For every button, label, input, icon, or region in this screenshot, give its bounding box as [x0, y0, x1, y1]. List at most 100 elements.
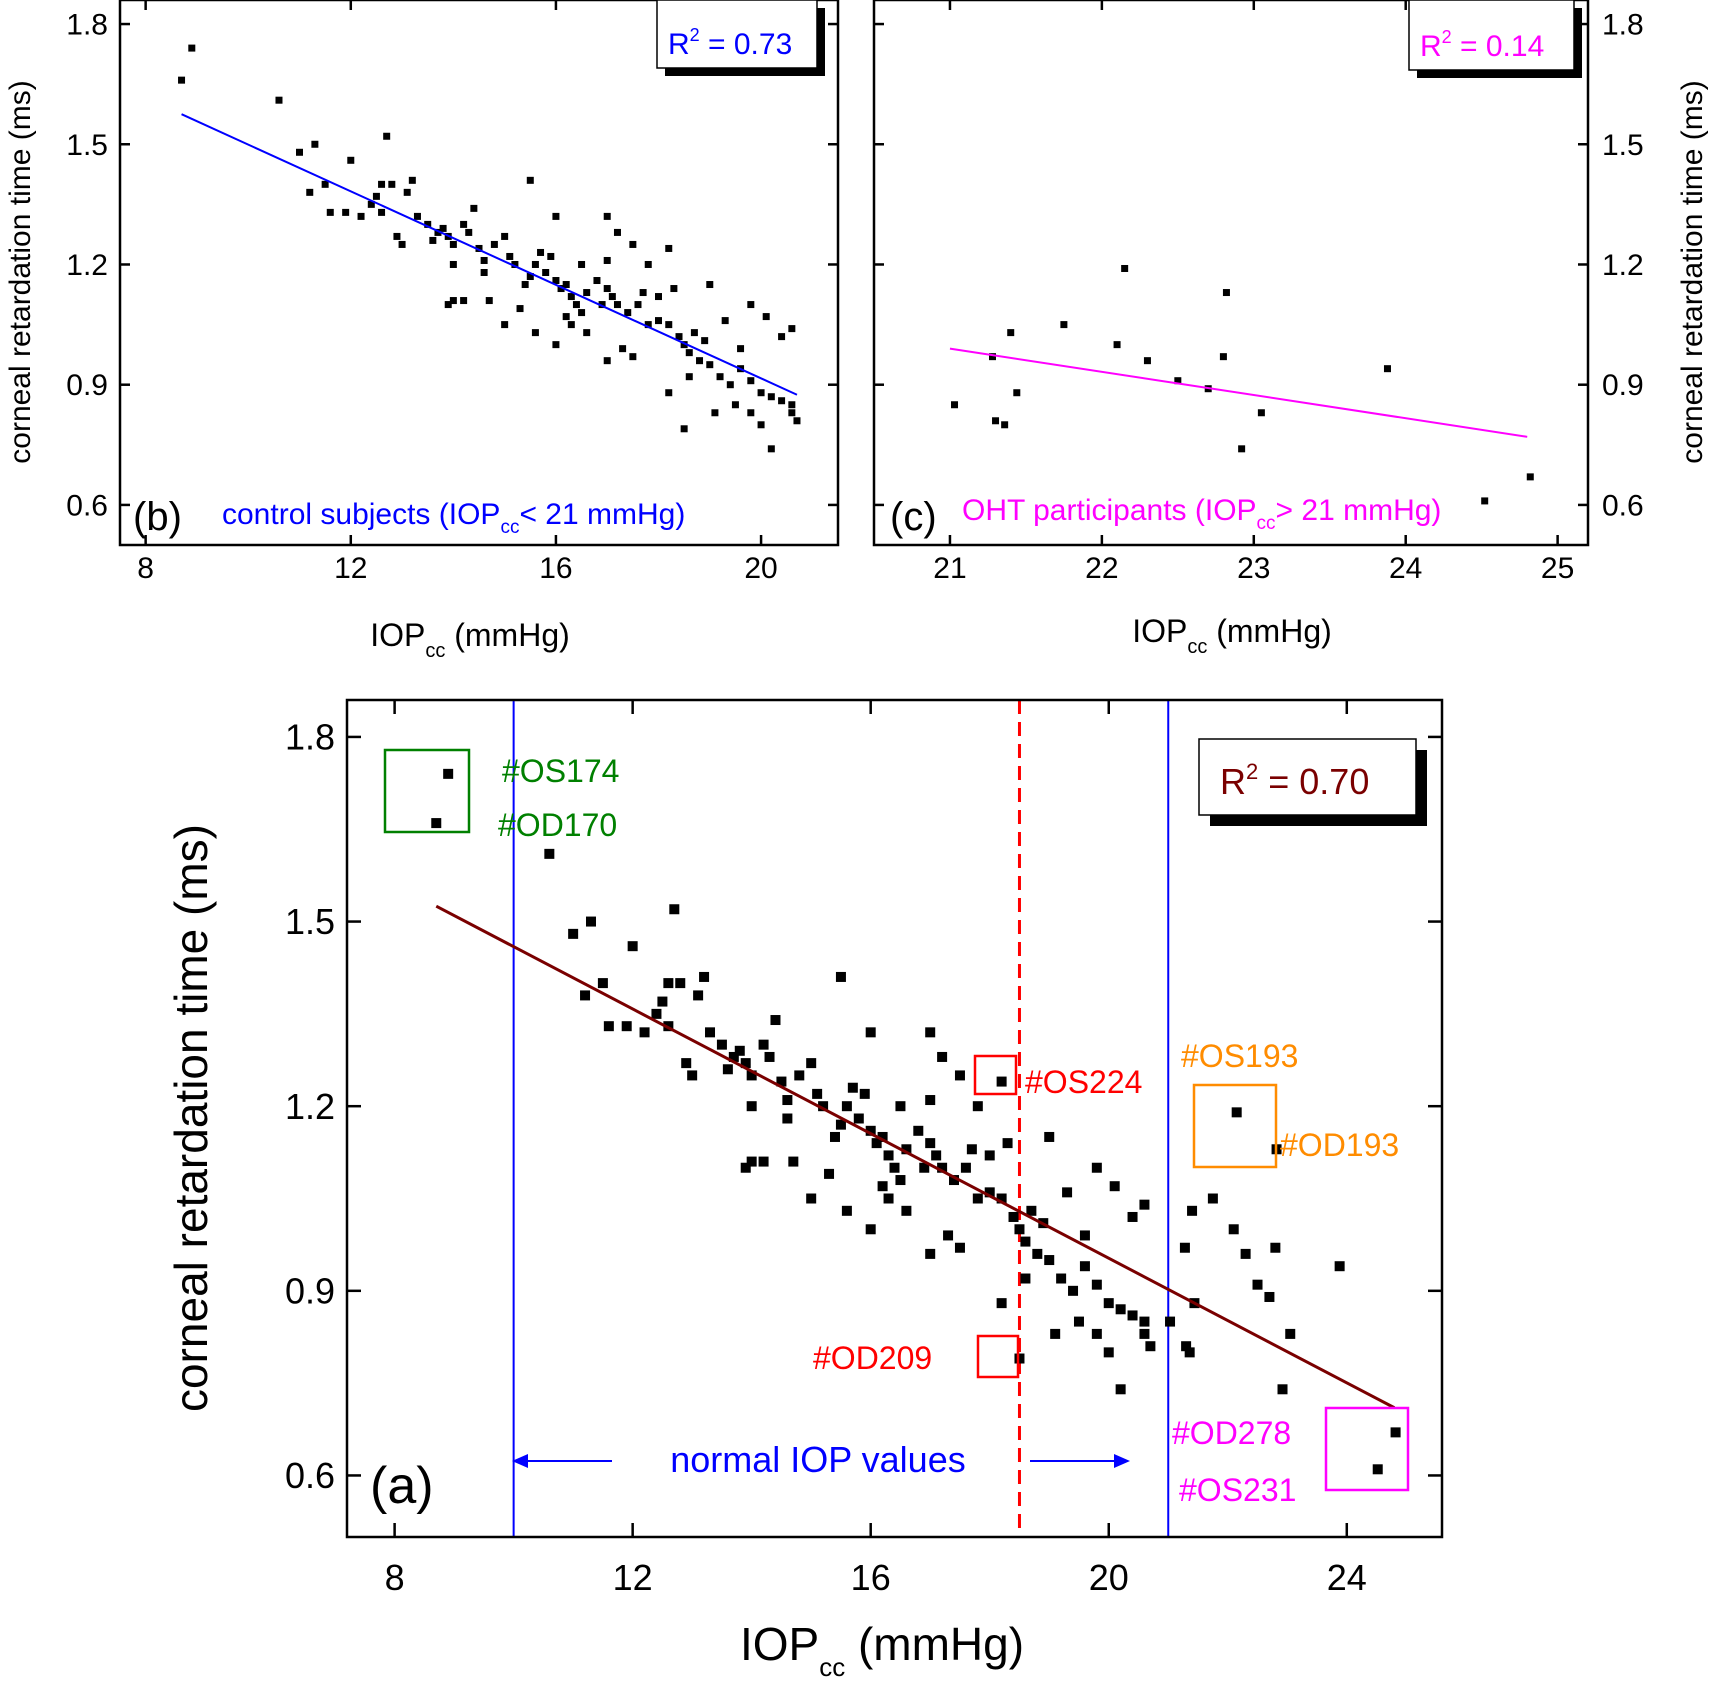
- b-data-point: [696, 357, 704, 365]
- b-data-point: [552, 341, 560, 349]
- a-data-point: [877, 1181, 888, 1192]
- a-data-point: [1103, 1347, 1114, 1358]
- a-data-point: [895, 1101, 906, 1112]
- a-data-point: [937, 1162, 948, 1173]
- b-data-point: [665, 389, 673, 397]
- b-data-point: [680, 341, 688, 349]
- c-data-point: [1143, 357, 1151, 365]
- a-x-tick-label: 8: [385, 1557, 405, 1598]
- a-data-point: [1181, 1341, 1192, 1352]
- a-data-point: [812, 1088, 823, 1099]
- a-data-point: [1139, 1328, 1150, 1339]
- a-data-point: [818, 1101, 829, 1112]
- a-data-point: [705, 1027, 716, 1038]
- c-data-point: [1257, 409, 1265, 417]
- b-data-point: [306, 188, 314, 196]
- b-data-point: [778, 397, 786, 405]
- a-x-ticks: 8 12 16 20 24: [385, 700, 1367, 1598]
- b-data-point: [747, 377, 755, 385]
- b-data-point: [378, 180, 386, 188]
- a-data-point: [1079, 1230, 1090, 1241]
- b-data-point: [460, 220, 468, 228]
- b-data-point: [706, 361, 714, 369]
- a-data-point: [1091, 1162, 1102, 1173]
- b-data-point: [767, 445, 775, 453]
- a-x-tick-label: 12: [613, 1557, 653, 1598]
- a-data-point: [949, 1175, 960, 1186]
- b-data-point: [578, 309, 586, 317]
- b-data-point: [296, 148, 303, 156]
- b-data-point: [552, 212, 560, 220]
- b-data-point: [603, 256, 611, 264]
- a-data-point: [597, 978, 608, 989]
- a-data-point: [639, 1027, 650, 1038]
- a-y-tick-label: 0.6: [285, 1455, 335, 1496]
- a-data-point: [877, 1131, 888, 1142]
- b-data-point: [388, 180, 396, 188]
- a-data-point: [621, 1021, 632, 1032]
- b-data-point: [619, 345, 627, 353]
- b-data-point: [424, 220, 432, 228]
- a-arrow-left-head: [512, 1454, 528, 1468]
- a-label-os224: #OS224: [1025, 1064, 1142, 1100]
- a-data-point: [1044, 1255, 1055, 1266]
- b-data-point: [470, 204, 478, 212]
- a-label-od193: #OD193: [1280, 1127, 1399, 1163]
- a-data-point: [1240, 1248, 1251, 1259]
- a-data-point: [901, 1144, 912, 1155]
- b-data-point: [793, 417, 801, 425]
- b-data-point: [731, 401, 739, 409]
- b-data-point: [567, 321, 575, 329]
- c-data-point: [1007, 329, 1015, 337]
- b-data-point: [655, 317, 662, 325]
- a-data-point: [734, 1045, 745, 1056]
- b-data-point: [562, 281, 570, 289]
- a-data-point: [984, 1150, 995, 1161]
- a-data-point: [1032, 1248, 1043, 1259]
- b-data-point: [342, 208, 350, 216]
- a-data-point: [865, 1224, 876, 1235]
- b-panel-label: (b): [133, 495, 182, 539]
- a-data-point: [1277, 1384, 1288, 1395]
- b-data-point: [593, 277, 601, 285]
- b-data-point: [572, 301, 580, 309]
- a-data-point: [746, 1070, 757, 1081]
- b-data-point: [521, 281, 529, 289]
- a-data-point: [627, 941, 638, 952]
- a-data-point: [1068, 1285, 1079, 1296]
- b-data-point: [644, 321, 652, 329]
- b-data-point: [490, 240, 498, 248]
- a-data-point: [841, 1205, 852, 1216]
- a-data-point: [1002, 1138, 1013, 1149]
- b-data-point: [357, 212, 365, 220]
- b-data-point: [757, 389, 765, 397]
- a-data-point: [919, 1162, 930, 1173]
- a-data-point: [693, 990, 704, 1001]
- a-data-point: [925, 1138, 936, 1149]
- a-y-tick-label: 0.9: [285, 1270, 335, 1311]
- a-data-point: [663, 978, 674, 989]
- b-data-point: [634, 301, 642, 309]
- a-y-tick-label: 1.2: [285, 1086, 335, 1127]
- a-y-axis-title: corneal retardation time (ms): [165, 824, 217, 1412]
- b-data-point: [716, 373, 724, 381]
- c-data-point: [1001, 421, 1009, 429]
- b-data-point: [378, 208, 386, 216]
- a-data-point: [937, 1051, 948, 1062]
- a-y-ticks: 0.6 0.9 1.2 1.5 1.8: [285, 717, 1442, 1496]
- a-data-point: [966, 1144, 977, 1155]
- b-data-point: [603, 212, 611, 220]
- b-caption: control subjects (IOPcc< 21 mmHg): [222, 498, 685, 538]
- c-x-ticks: 21 22 23 24 25: [933, 0, 1574, 585]
- b-data-point: [567, 293, 575, 301]
- b-data-point: [613, 228, 621, 236]
- b-data-point: [747, 301, 755, 309]
- b-data-point: [501, 232, 509, 240]
- c-x-axis-title: IOPcc (mmHg): [1132, 613, 1332, 658]
- b-r2-box: [656, 0, 818, 69]
- b-data-point: [403, 188, 411, 196]
- b-data-point: [393, 232, 401, 240]
- b-data-point: [583, 329, 591, 337]
- b-x-tick-label: 20: [744, 552, 777, 585]
- a-data-point: [1020, 1236, 1031, 1247]
